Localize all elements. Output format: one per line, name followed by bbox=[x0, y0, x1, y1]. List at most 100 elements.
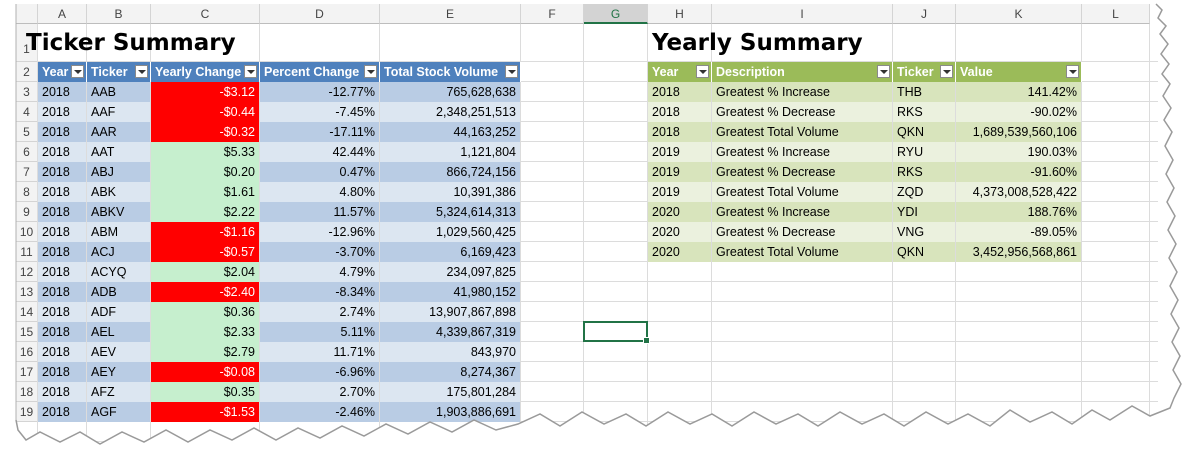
ticker-cell[interactable]: -$2.40 bbox=[151, 282, 259, 302]
yearly-cell[interactable]: YDI bbox=[893, 202, 955, 222]
ticker-cell[interactable]: AAF bbox=[87, 102, 150, 122]
filter-dropdown-icon[interactable] bbox=[1066, 65, 1079, 78]
yearly-cell[interactable]: -90.02% bbox=[956, 102, 1081, 122]
column-header-b[interactable]: B bbox=[87, 4, 151, 24]
ticker-cell[interactable]: 5.11% bbox=[260, 322, 379, 342]
yearly-cell[interactable]: 2018 bbox=[648, 82, 711, 102]
column-header-d[interactable]: D bbox=[260, 4, 380, 24]
yearly-cell[interactable]: Greatest % Decrease bbox=[712, 222, 892, 242]
ticker-cell[interactable]: AAB bbox=[87, 82, 150, 102]
ticker-cell[interactable]: 2018 bbox=[38, 222, 86, 242]
ticker-cell[interactable]: 2018 bbox=[38, 202, 86, 222]
ticker-cell[interactable]: 2018 bbox=[38, 142, 86, 162]
ticker-cell[interactable]: 2018 bbox=[38, 362, 86, 382]
ticker-cell[interactable]: 2018 bbox=[38, 322, 86, 342]
ticker-cell[interactable]: 2018 bbox=[38, 122, 86, 142]
ticker-cell[interactable]: AEV bbox=[87, 342, 150, 362]
ticker-cell[interactable]: -8.34% bbox=[260, 282, 379, 302]
yearly-cell[interactable]: 2020 bbox=[648, 242, 711, 262]
yearly-cell[interactable]: Greatest Total Volume bbox=[712, 122, 892, 142]
ticker-cell[interactable]: AEL bbox=[87, 322, 150, 342]
yearly-cell[interactable]: Greatest Total Volume bbox=[712, 242, 892, 262]
filter-dropdown-icon[interactable] bbox=[696, 65, 709, 78]
column-header-a[interactable]: A bbox=[38, 4, 87, 24]
yearly-cell[interactable]: QKN bbox=[893, 122, 955, 142]
ticker-cell[interactable]: 11.71% bbox=[260, 342, 379, 362]
ticker-cell[interactable]: -$0.44 bbox=[151, 102, 259, 122]
ticker-cell[interactable]: 866,724,156 bbox=[380, 162, 520, 182]
ticker-cell[interactable]: 5,324,614,313 bbox=[380, 202, 520, 222]
filter-dropdown-icon[interactable] bbox=[364, 65, 377, 78]
yearly-cell[interactable]: 2020 bbox=[648, 202, 711, 222]
ticker-cell[interactable]: 2018 bbox=[38, 302, 86, 322]
ticker-cell[interactable]: 2018 bbox=[38, 242, 86, 262]
yearly-cell[interactable]: Greatest % Decrease bbox=[712, 162, 892, 182]
ticker-cell[interactable]: -$0.57 bbox=[151, 242, 259, 262]
ticker-cell[interactable]: $2.22 bbox=[151, 202, 259, 222]
ticker-cell[interactable]: 2018 bbox=[38, 262, 86, 282]
yearly-cell[interactable]: -89.05% bbox=[956, 222, 1081, 242]
ticker-cell[interactable]: ADF bbox=[87, 302, 150, 322]
ticker-cell[interactable]: $2.33 bbox=[151, 322, 259, 342]
ticker-cell[interactable]: 1,903,886,691 bbox=[380, 402, 520, 422]
yearly-cell[interactable]: 188.76% bbox=[956, 202, 1081, 222]
ticker-cell[interactable]: -6.96% bbox=[260, 362, 379, 382]
filter-dropdown-icon[interactable] bbox=[71, 65, 84, 78]
ticker-cell[interactable]: ABK bbox=[87, 182, 150, 202]
yearly-cell[interactable]: THB bbox=[893, 82, 955, 102]
filter-dropdown-icon[interactable] bbox=[940, 65, 953, 78]
ticker-cell[interactable]: $2.04 bbox=[151, 262, 259, 282]
column-header-c[interactable]: C bbox=[151, 4, 260, 24]
ticker-cell[interactable]: 765,628,638 bbox=[380, 82, 520, 102]
ticker-cell[interactable]: 8,274,367 bbox=[380, 362, 520, 382]
yearly-cell[interactable]: -91.60% bbox=[956, 162, 1081, 182]
ticker-cell[interactable]: ACYQ bbox=[87, 262, 150, 282]
column-header-i[interactable]: I bbox=[712, 4, 893, 24]
ticker-cell[interactable]: -2.46% bbox=[260, 402, 379, 422]
ticker-cell[interactable]: 4,339,867,319 bbox=[380, 322, 520, 342]
ticker-cell[interactable]: 2018 bbox=[38, 162, 86, 182]
ticker-cell[interactable]: 4.79% bbox=[260, 262, 379, 282]
ticker-cell[interactable]: -12.77% bbox=[260, 82, 379, 102]
ticker-cell[interactable]: $5.33 bbox=[151, 142, 259, 162]
yearly-cell[interactable]: RKS bbox=[893, 102, 955, 122]
yearly-cell[interactable]: Greatest % Increase bbox=[712, 142, 892, 162]
ticker-cell[interactable]: ADB bbox=[87, 282, 150, 302]
select-all-corner[interactable] bbox=[16, 4, 38, 24]
ticker-cell[interactable]: ABJ bbox=[87, 162, 150, 182]
ticker-cell[interactable]: 2018 bbox=[38, 102, 86, 122]
ticker-cell[interactable]: 2018 bbox=[38, 402, 86, 422]
yearly-cell[interactable]: RYU bbox=[893, 142, 955, 162]
ticker-cell[interactable]: AFZ bbox=[87, 382, 150, 402]
column-header-j[interactable]: J bbox=[893, 4, 956, 24]
column-header-f[interactable]: F bbox=[521, 4, 584, 24]
ticker-cell[interactable]: -$0.32 bbox=[151, 122, 259, 142]
ticker-cell[interactable]: 2.74% bbox=[260, 302, 379, 322]
ticker-cell[interactable]: AAT bbox=[87, 142, 150, 162]
ticker-cell[interactable]: 234,097,825 bbox=[380, 262, 520, 282]
ticker-cell[interactable]: 2.70% bbox=[260, 382, 379, 402]
yearly-cell[interactable]: 3,452,956,568,861 bbox=[956, 242, 1081, 262]
ticker-cell[interactable]: -$1.53 bbox=[151, 402, 259, 422]
ticker-cell[interactable]: $0.20 bbox=[151, 162, 259, 182]
yearly-cell[interactable]: Greatest % Decrease bbox=[712, 102, 892, 122]
ticker-cell[interactable]: 2018 bbox=[38, 382, 86, 402]
ticker-cell[interactable]: 2,348,251,513 bbox=[380, 102, 520, 122]
ticker-cell[interactable]: 1,121,804 bbox=[380, 142, 520, 162]
ticker-cell[interactable]: AEY bbox=[87, 362, 150, 382]
ticker-cell[interactable]: ABM bbox=[87, 222, 150, 242]
ticker-cell[interactable]: 2018 bbox=[38, 342, 86, 362]
ticker-cell[interactable]: 843,970 bbox=[380, 342, 520, 362]
ticker-cell[interactable]: -$3.12 bbox=[151, 82, 259, 102]
ticker-cell[interactable]: 6,169,423 bbox=[380, 242, 520, 262]
ticker-cell[interactable]: -$0.08 bbox=[151, 362, 259, 382]
ticker-cell[interactable]: -12.96% bbox=[260, 222, 379, 242]
ticker-cell[interactable]: 2018 bbox=[38, 82, 86, 102]
ticker-cell[interactable]: $0.36 bbox=[151, 302, 259, 322]
ticker-cell[interactable]: -3.70% bbox=[260, 242, 379, 262]
column-header-g[interactable]: G bbox=[584, 4, 648, 24]
yearly-cell[interactable]: 2018 bbox=[648, 102, 711, 122]
ticker-cell[interactable]: 4.80% bbox=[260, 182, 379, 202]
filter-dropdown-icon[interactable] bbox=[877, 65, 890, 78]
